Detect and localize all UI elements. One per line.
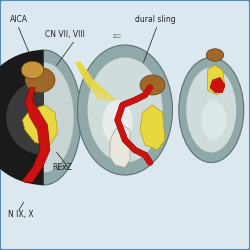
Wedge shape: [6, 80, 44, 155]
Ellipse shape: [88, 58, 162, 162]
Ellipse shape: [186, 68, 236, 152]
Ellipse shape: [78, 45, 172, 175]
Text: AICA: AICA: [10, 16, 28, 24]
Text: N IX, X: N IX, X: [8, 210, 33, 220]
Text: গর্ভ: গর্ভ: [113, 34, 122, 38]
Polygon shape: [208, 65, 225, 95]
Ellipse shape: [102, 100, 132, 145]
Polygon shape: [22, 105, 58, 145]
Polygon shape: [110, 125, 130, 168]
Ellipse shape: [25, 68, 55, 92]
Ellipse shape: [140, 75, 165, 95]
Polygon shape: [22, 88, 50, 182]
Polygon shape: [140, 105, 165, 150]
Ellipse shape: [14, 62, 74, 172]
Wedge shape: [0, 50, 44, 185]
Ellipse shape: [206, 49, 224, 61]
Ellipse shape: [179, 58, 244, 162]
Ellipse shape: [21, 61, 44, 79]
Text: dural sling: dural sling: [135, 16, 175, 24]
Polygon shape: [210, 78, 225, 92]
Ellipse shape: [6, 50, 81, 185]
Text: RExZ: RExZ: [52, 163, 72, 172]
Text: CN VII, VIII: CN VII, VIII: [45, 30, 85, 40]
Ellipse shape: [201, 100, 226, 140]
